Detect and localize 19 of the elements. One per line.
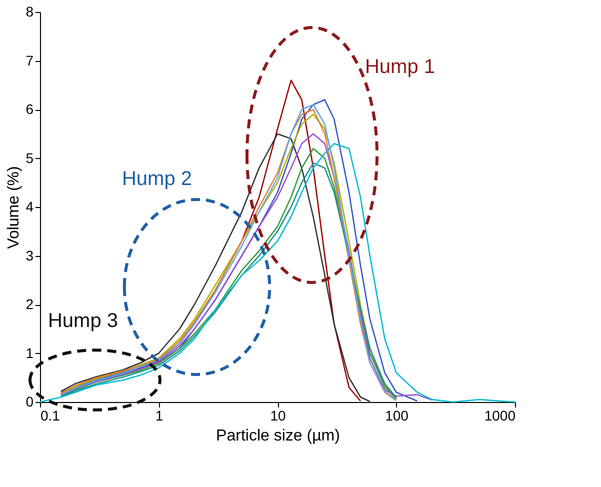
- y-tick-label: 3: [26, 247, 34, 264]
- x-tick-label: 1: [155, 408, 164, 424]
- x-tick-label: 100: [385, 408, 409, 424]
- y-axis-title: Volume (%): [6, 166, 23, 249]
- annotation: Hump 2: [122, 168, 192, 190]
- x-tick-label: 10: [270, 408, 286, 424]
- y-tick-label: 0: [26, 394, 34, 410]
- x-tick-label: 1000: [484, 408, 516, 424]
- y-tick-label: 4: [26, 198, 34, 214]
- y-tick-label: 6: [26, 101, 34, 117]
- y-tick-label: 5: [26, 150, 34, 166]
- y-tick-label: 8: [26, 4, 34, 20]
- y-tick-label: 1: [26, 344, 34, 361]
- annotation: Hump 1: [364, 56, 436, 78]
- x-axis-title: Particle size (µm): [216, 428, 340, 444]
- x-tick-label: 0.1: [40, 408, 60, 424]
- y-tick-label: 2: [26, 296, 34, 312]
- y-tick-label: 7: [26, 52, 34, 68]
- annotation: Hump 3: [48, 310, 118, 332]
